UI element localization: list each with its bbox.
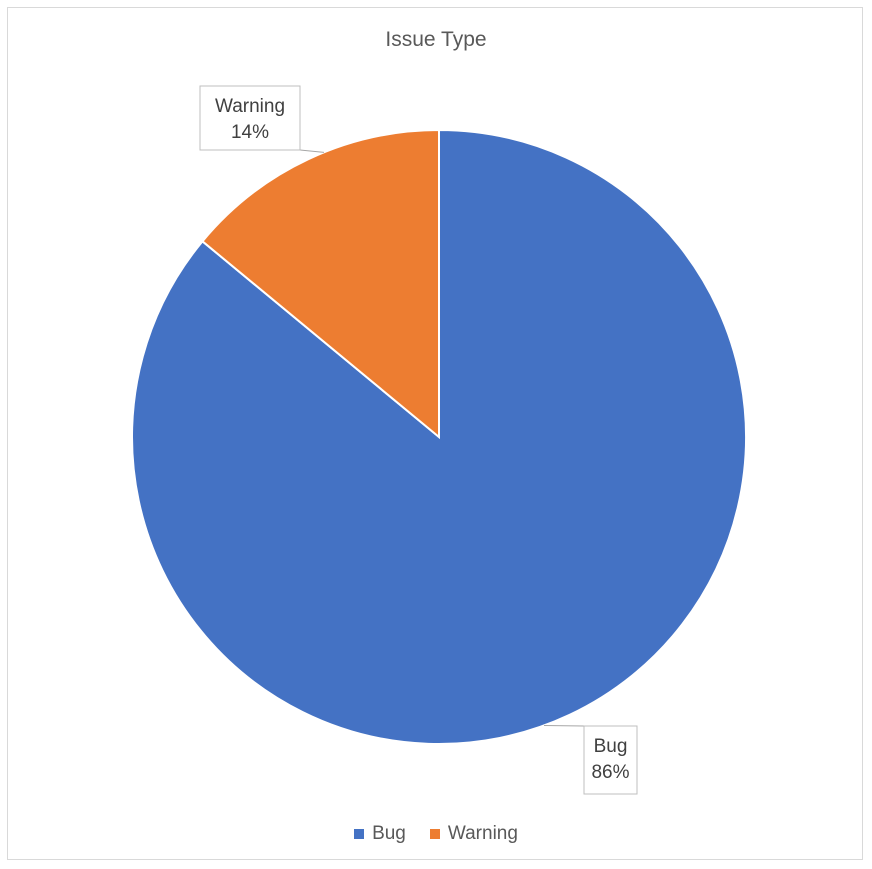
data-label-category-warning: Warning [215, 96, 285, 117]
legend: Bug Warning [0, 823, 872, 845]
data-label-percent-bug: 86% [591, 762, 629, 783]
chart-title: Issue Type [385, 28, 487, 51]
data-label-box-warning [199, 85, 301, 151]
legend-label-bug: Bug [372, 823, 406, 844]
legend-item-bug: Bug [354, 823, 406, 845]
data-label-category-bug: Bug [594, 736, 628, 757]
data-label-box-bug [583, 725, 638, 795]
data-label-percent-warning: 14% [231, 122, 269, 143]
leader-line-bug [543, 724, 585, 727]
legend-label-warning: Warning [447, 823, 518, 844]
pie-slice-warning [201, 128, 440, 440]
legend-swatch-warning [429, 829, 440, 839]
legend-swatch-bug [354, 829, 365, 839]
leader-line-warning [299, 149, 325, 153]
legend-item-warning: Warning [429, 823, 518, 845]
